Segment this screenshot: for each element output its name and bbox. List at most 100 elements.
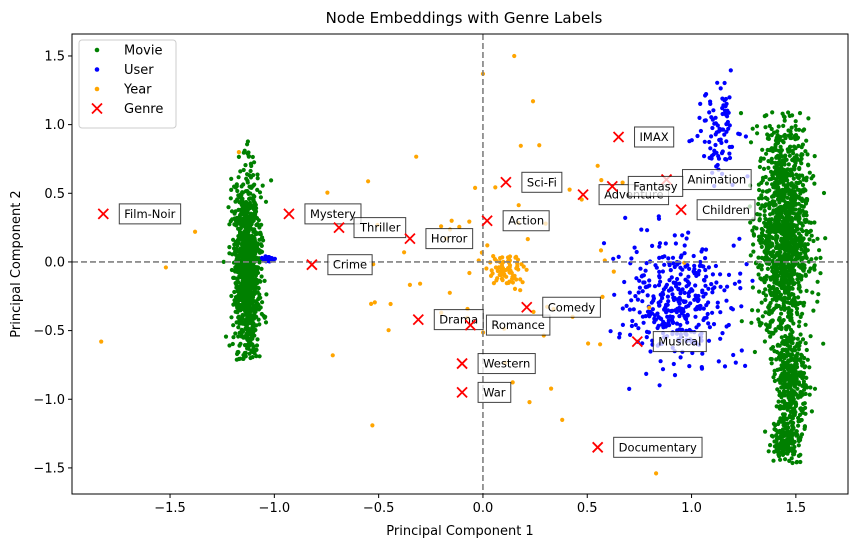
year-point: [595, 163, 600, 168]
movie-point: [255, 302, 260, 307]
movie-point: [778, 150, 783, 155]
movie-point: [783, 189, 788, 194]
user-point: [692, 271, 697, 276]
year-point: [600, 294, 605, 299]
movie-point: [247, 200, 252, 205]
movie-point: [788, 234, 793, 239]
movie-point: [241, 212, 246, 217]
user-point: [677, 301, 682, 306]
user-point: [707, 155, 712, 160]
movie-point: [762, 339, 768, 344]
movie-point: [799, 432, 805, 437]
user-point: [709, 282, 714, 287]
movie-point: [782, 353, 788, 358]
user-point: [629, 298, 634, 303]
movie-point: [785, 363, 791, 368]
user-point: [701, 306, 706, 311]
movie-point: [764, 255, 769, 260]
movie-point: [243, 354, 248, 359]
year-point: [507, 270, 512, 275]
year-point: [473, 185, 478, 190]
user-point: [718, 336, 723, 341]
genre-marker-romance: [464, 319, 477, 331]
movie-point: [235, 351, 240, 357]
movie-point: [767, 123, 772, 129]
user-point: [724, 157, 729, 162]
year-point: [518, 143, 523, 148]
movie-point: [793, 119, 798, 124]
movie-point: [789, 230, 794, 235]
movie-point: [798, 314, 803, 319]
user-point: [692, 297, 697, 302]
movie-point: [760, 228, 766, 233]
movie-point: [772, 378, 778, 384]
movie-point: [766, 165, 771, 170]
movie-point: [785, 238, 790, 243]
movie-point: [795, 174, 800, 180]
movie-point: [779, 395, 784, 400]
user-point: [718, 137, 723, 142]
year-point: [599, 178, 604, 183]
movie-point: [772, 439, 777, 444]
movie-point: [807, 392, 812, 397]
movie-point: [789, 456, 794, 461]
movie-point: [249, 329, 254, 335]
movie-point: [260, 300, 265, 305]
genre-label-sci-fi: Sci-Fi: [521, 171, 563, 193]
movie-point: [782, 286, 787, 291]
movie-point: [246, 311, 251, 316]
movie-point: [789, 315, 794, 320]
user-point: [687, 289, 692, 294]
movie-point: [244, 273, 249, 278]
movie-point: [779, 213, 784, 218]
movie-point: [251, 173, 256, 178]
user-point: [704, 303, 709, 308]
movie-point: [246, 191, 251, 196]
genre-marker-action: [481, 215, 493, 227]
movie-point: [243, 306, 248, 311]
movie-point: [759, 263, 764, 268]
movie-point: [780, 167, 785, 172]
movie-point: [247, 298, 252, 303]
movie-point: [779, 225, 784, 230]
user-point: [660, 290, 665, 295]
x-tick-label: 1.0: [681, 501, 702, 516]
movie-point: [783, 457, 788, 462]
movie-point: [795, 312, 800, 317]
movie-point: [784, 228, 789, 234]
legend-item-movie: Movie: [94, 44, 162, 59]
movie-point: [794, 306, 800, 311]
movie-point: [807, 365, 812, 370]
movie-point: [782, 247, 787, 252]
movie-point: [252, 160, 257, 165]
movie-point: [782, 244, 787, 249]
movie-point: [245, 215, 251, 220]
movie-point: [223, 334, 229, 339]
movie-point: [772, 444, 778, 449]
movie-point: [232, 301, 237, 306]
movie-point: [798, 289, 803, 294]
movie-point: [783, 158, 788, 163]
movie-point: [787, 268, 792, 273]
movie-point: [241, 209, 246, 214]
user-point: [271, 257, 276, 262]
movie-point: [233, 309, 238, 314]
movie-point: [758, 276, 763, 281]
movie-point: [801, 213, 806, 218]
year-point: [586, 341, 591, 346]
movie-point: [767, 188, 772, 193]
year-point: [516, 203, 521, 208]
movie-point: [776, 185, 781, 190]
user-point: [665, 314, 670, 319]
movie-point: [244, 208, 249, 213]
movie-point: [774, 286, 780, 292]
movie-point: [783, 372, 789, 377]
movie-point: [243, 266, 248, 271]
user-point: [656, 283, 662, 288]
movie-point: [790, 148, 795, 153]
movie-point: [776, 324, 781, 329]
user-point: [645, 228, 650, 233]
movie-point: [789, 312, 794, 317]
user-point: [718, 272, 723, 277]
movie-point: [786, 449, 791, 454]
